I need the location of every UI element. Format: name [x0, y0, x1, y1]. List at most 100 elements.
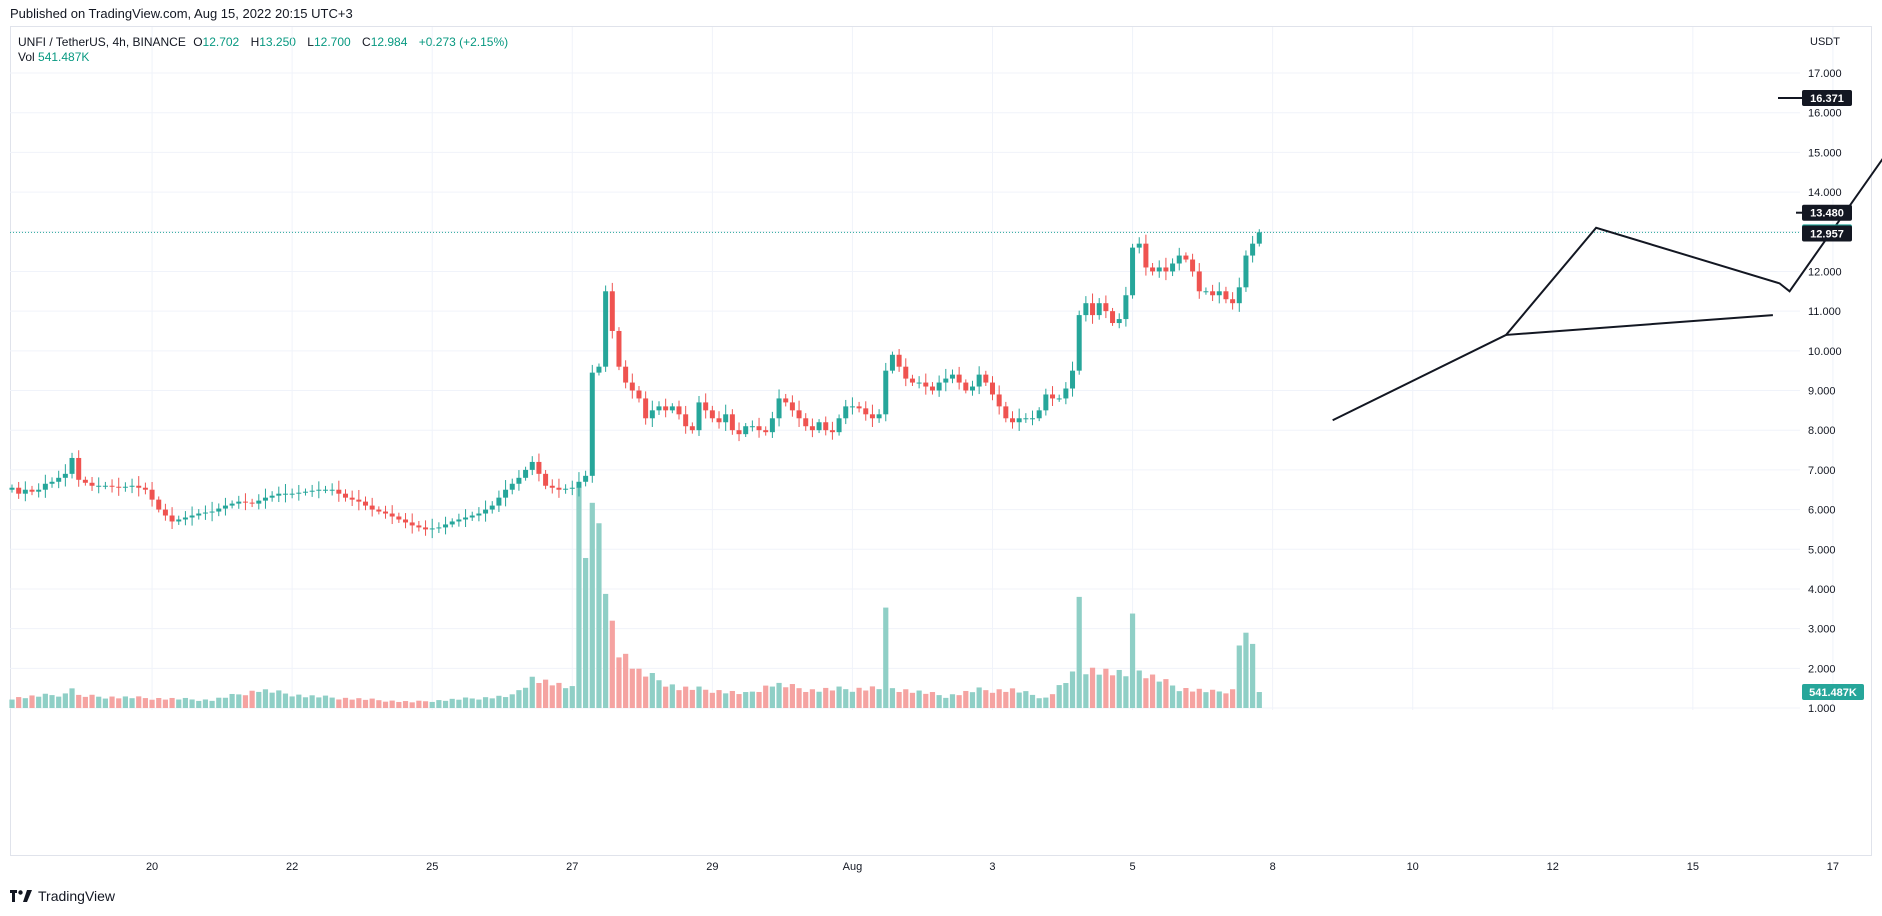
volume-bar — [329, 697, 335, 708]
volume-bar — [1176, 691, 1182, 708]
candle-body — [1070, 370, 1076, 389]
low-label: L — [307, 35, 314, 49]
volume-bar — [396, 701, 402, 708]
volume-bar — [456, 699, 462, 708]
symbol-name[interactable]: UNFI / TetherUS, 4h, BINANCE — [18, 35, 186, 49]
candle-body — [929, 386, 935, 391]
candle-body — [489, 505, 495, 510]
volume-bar — [1250, 643, 1256, 708]
candle-body — [983, 374, 989, 383]
candle-body — [102, 485, 108, 487]
volume-bar — [1076, 596, 1082, 708]
candle-body — [62, 473, 68, 478]
volume-bar — [349, 699, 355, 708]
candle-body — [282, 493, 288, 495]
volume-label[interactable]: Vol — [18, 50, 35, 64]
volume-bar — [883, 607, 889, 708]
volume-bar — [1136, 670, 1142, 708]
candle-body — [629, 382, 635, 391]
volume-bar — [129, 698, 135, 708]
volume-bar — [1049, 694, 1056, 708]
candle-body — [343, 493, 348, 498]
volume-bar — [829, 690, 836, 708]
time-tick-label: 12 — [1547, 861, 1559, 873]
price-tick-label: 3.000 — [1808, 624, 1836, 636]
candle-body — [896, 354, 902, 367]
volume-bar — [289, 696, 295, 708]
candle-body — [1123, 295, 1129, 320]
candle-body — [543, 473, 549, 486]
volume-bar — [1256, 692, 1262, 708]
volume-bar — [296, 694, 302, 708]
volume-bar — [209, 700, 215, 708]
volume-label-text: 541.487K — [1809, 687, 1857, 699]
volume-legend: Vol 541.487K — [18, 50, 89, 64]
volume-bar — [996, 689, 1002, 708]
candle-body — [262, 497, 268, 501]
volume-bar — [256, 691, 262, 708]
price-label-text: 16.371 — [1810, 93, 1844, 105]
volume-bars — [9, 487, 1262, 708]
candle-body — [109, 485, 115, 487]
volume-bar — [816, 691, 822, 708]
candle-body — [1156, 267, 1162, 272]
candle-body — [1016, 418, 1022, 423]
volume-bar — [1163, 679, 1169, 708]
volume-bar — [583, 557, 589, 708]
volume-bar — [522, 687, 529, 708]
volume-bar — [909, 692, 916, 708]
candle-body — [256, 500, 262, 504]
open-label: O — [193, 35, 203, 49]
volume-bar — [276, 690, 282, 708]
candle-body — [363, 501, 369, 506]
volume-bar — [496, 695, 502, 708]
volume-bar — [1036, 698, 1042, 708]
volume-bar — [963, 690, 969, 708]
price-tick-label: 7.000 — [1808, 465, 1836, 477]
volume-bar — [689, 689, 695, 708]
volume-bar — [469, 698, 475, 708]
candle-body — [616, 330, 622, 367]
candle-body — [49, 481, 55, 484]
candle-body — [356, 499, 362, 502]
volume-bar — [509, 694, 515, 708]
candle-body — [42, 483, 48, 490]
volume-bar — [636, 668, 642, 708]
candle-body — [1096, 303, 1102, 316]
volume-bar — [109, 696, 115, 708]
candle-body — [36, 489, 42, 492]
candle-body — [1103, 303, 1109, 312]
candle-body — [503, 489, 509, 498]
candle-body — [1003, 406, 1009, 419]
candle-body — [789, 402, 795, 411]
candle-body — [162, 509, 168, 516]
volume-bar — [743, 692, 749, 708]
candle-body — [29, 489, 35, 492]
candle-body — [416, 525, 422, 528]
candle-body — [796, 410, 802, 419]
volume-bar — [556, 682, 562, 708]
volume-value: 541.487K — [38, 50, 90, 64]
volume-bar — [576, 487, 582, 708]
candle-body — [449, 521, 455, 525]
volume-bar — [1043, 697, 1049, 708]
candle-body — [569, 487, 575, 489]
price-axis: 17.00016.00015.00014.00013.00012.00011.0… — [1808, 68, 1842, 715]
volume-bar — [169, 697, 175, 708]
volume-bar — [629, 668, 635, 708]
candle-body — [883, 370, 889, 415]
volume-bar — [1009, 688, 1016, 708]
price-tick-label: 17.000 — [1808, 68, 1842, 80]
volume-bar — [896, 691, 902, 708]
volume-bar — [489, 698, 495, 708]
candle-body — [529, 461, 535, 470]
candle-body — [863, 408, 869, 415]
candle-body — [409, 522, 415, 526]
volume-bar — [803, 691, 809, 708]
candle-body — [963, 382, 969, 391]
candle-body — [236, 501, 242, 504]
trend-drawings — [1332, 158, 1882, 422]
price-label-text: 12.957 — [1810, 228, 1844, 240]
candle-body — [96, 485, 102, 487]
